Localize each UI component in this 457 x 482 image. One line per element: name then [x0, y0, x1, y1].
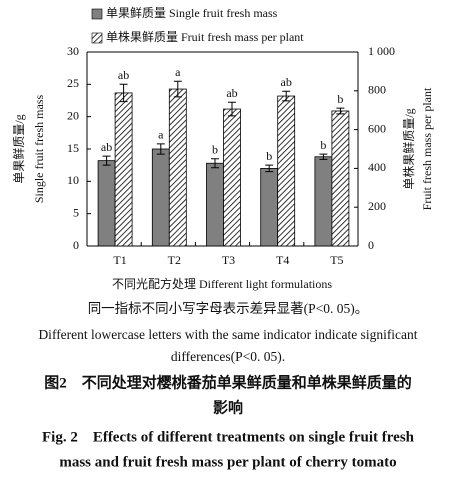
x-tick-label: T2 [168, 253, 181, 267]
legend-label: 单株果鲜质量 Fruit fresh mass per plant [106, 29, 304, 44]
x-tick-label: T1 [113, 253, 126, 267]
x-tick-label: T5 [330, 253, 343, 267]
error-bar [102, 155, 111, 166]
legend-label: 单果鲜质量 Single fruit fresh mass [106, 6, 278, 20]
figure-title: 影响 [213, 398, 243, 416]
legend-swatch [91, 32, 103, 44]
bar [168, 88, 187, 247]
significance-letter: a [175, 65, 181, 79]
significance-letter: b [212, 142, 218, 156]
bar [260, 167, 279, 247]
significance-letter: b [337, 92, 343, 106]
error-bar [211, 158, 219, 169]
significance-letter: a [158, 128, 164, 142]
significance-letter: ab [226, 86, 237, 100]
significance-letter: b [320, 138, 326, 152]
significance-letter: ab [118, 68, 129, 82]
y2-tick-label: 600 [368, 121, 386, 135]
bar [277, 95, 296, 247]
bar [314, 156, 333, 247]
bar [151, 148, 170, 247]
error-bar [156, 143, 165, 155]
error-bar [173, 80, 182, 98]
figure-title: mass and fruit fresh mass per plant of c… [59, 454, 396, 470]
bar [206, 162, 224, 247]
error-bar [228, 101, 236, 117]
y-tick-label: 0 [73, 238, 79, 252]
y2-tick-label: 800 [368, 83, 386, 97]
x-tick-label: T3 [222, 253, 235, 267]
note: 同一指标不同小写字母表示差异显著(P<0. 05)。 [88, 301, 369, 316]
y-tick-label: 25 [67, 76, 79, 90]
y-tick-label: 30 [67, 44, 79, 58]
y-tick-label: 10 [67, 173, 79, 187]
y-tick-label: 20 [67, 108, 79, 122]
bar [97, 160, 116, 247]
y2-axis-label: 单株果鲜质量/g [401, 108, 416, 189]
note: Different lowercase letters with the sam… [38, 327, 417, 342]
significance-letter: ab [101, 140, 112, 154]
note: differences(P<0. 05). [171, 349, 285, 364]
legend-swatch [91, 8, 103, 20]
y2-tick-label: 400 [368, 160, 386, 174]
y2-tick-label: 0 [368, 238, 374, 252]
x-tick-label: T4 [276, 253, 289, 267]
error-bar [336, 107, 345, 115]
bar [114, 92, 133, 247]
x-axis-label: 不同光配方处理 Different light formulations [112, 276, 332, 291]
y2-tick-label: 1 000 [368, 44, 395, 58]
error-bar [282, 90, 291, 102]
significance-letter: ab [281, 75, 292, 89]
y-axis-label: Single fruit fresh mass [32, 95, 46, 204]
y2-tick-label: 200 [368, 199, 386, 213]
figure-title: Fig. 2 Effects of different treatments o… [42, 429, 415, 445]
error-bar [119, 83, 128, 103]
y2-axis-label: Fruit fresh mass per plant [420, 87, 434, 210]
bar [223, 108, 241, 247]
y-tick-label: 5 [73, 205, 79, 219]
y-axis-label: 单果鲜质量/g [12, 114, 26, 183]
bar [331, 110, 350, 247]
y-tick-label: 15 [67, 141, 79, 155]
error-bar [265, 164, 274, 173]
significance-letter: b [266, 149, 272, 163]
figure-title: 图2 不同处理对樱桃番茄单果鲜质量和单株果鲜质量的 [44, 373, 412, 391]
error-bar [319, 153, 328, 160]
